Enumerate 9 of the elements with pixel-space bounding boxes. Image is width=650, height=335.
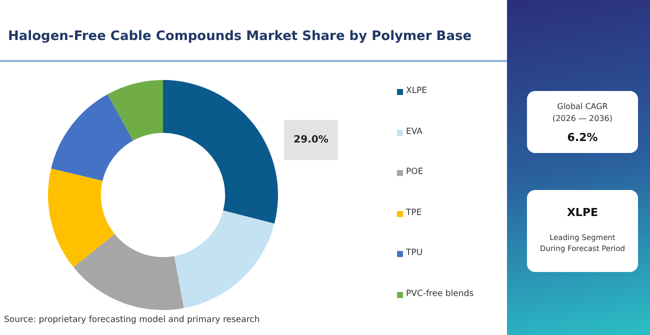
source-note: Source: proprietary forecasting model and primary research — [4, 315, 260, 325]
data-label: 29.0% — [294, 134, 328, 146]
legend-label: EVA — [406, 126, 422, 136]
legend-label: XLPE — [406, 86, 428, 96]
chart-title: Halogen-Free Cable Compounds Market Share by Polymer Base — [8, 29, 472, 44]
legend-label: TPE — [406, 208, 422, 218]
legend-label: PVC-free blends — [406, 288, 474, 298]
legend-label: POE — [406, 167, 424, 177]
legend-label: TPU — [406, 248, 423, 258]
